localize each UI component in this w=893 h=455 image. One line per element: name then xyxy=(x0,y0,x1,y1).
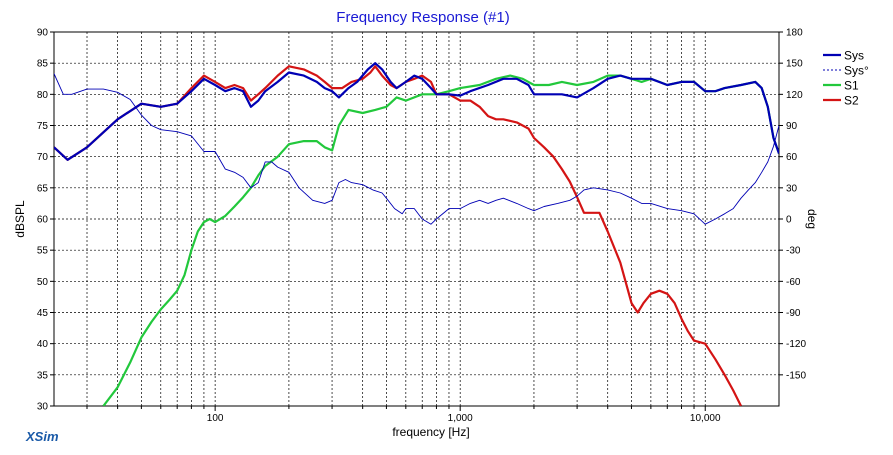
legend-label: S1 xyxy=(844,79,859,93)
y-tick-label: 65 xyxy=(37,183,49,194)
y2-tick-label: -60 xyxy=(786,277,801,288)
chart-title: Frequency Response (#1) xyxy=(336,9,509,26)
xsim-brand: XSim xyxy=(25,429,59,444)
y2-tick-label: 150 xyxy=(786,59,803,70)
legend-label: S2 xyxy=(844,94,859,108)
y2-tick-label: -120 xyxy=(786,339,806,350)
y2-tick-label: -90 xyxy=(786,308,801,319)
x-axis-ticks: 100 1,000 10,000 xyxy=(86,406,721,424)
y-tick-label: 55 xyxy=(37,246,49,257)
left-axis-ticks: 30 35 40 45 50 55 60 65 70 75 80 85 90 xyxy=(37,28,54,413)
y2-tick-label: -30 xyxy=(786,246,801,257)
x-axis-label: frequency [Hz] xyxy=(392,425,469,439)
y-tick-label: 60 xyxy=(37,215,49,226)
y-tick-label: 90 xyxy=(37,28,49,39)
y2-tick-label: 120 xyxy=(786,90,803,101)
x-tick-label: 1,000 xyxy=(448,413,473,424)
y2-tick-label: -150 xyxy=(786,370,806,381)
y-tick-label: 35 xyxy=(37,370,49,381)
y-axis-label: dBSPL xyxy=(13,200,27,238)
series-line-sys-phase xyxy=(54,73,779,225)
y2-tick-label: 30 xyxy=(786,183,798,194)
y-tick-label: 75 xyxy=(37,121,49,132)
x-tick-label: 10,000 xyxy=(690,413,721,424)
y-tick-label: 30 xyxy=(37,402,49,413)
legend-label: Sys xyxy=(844,49,864,63)
y2-tick-label: 60 xyxy=(786,152,798,163)
y2-tick-label: 0 xyxy=(786,215,792,226)
right-axis-ticks: -150 -120 -90 -60 -30 0 30 60 90 120 150 180 xyxy=(779,28,806,381)
x-tick-label: 100 xyxy=(207,413,224,424)
y2-tick-label: 180 xyxy=(786,28,803,39)
y-tick-label: 50 xyxy=(37,277,49,288)
y-tick-label: 40 xyxy=(37,339,49,350)
series-line-sys xyxy=(54,62,779,161)
y-tick-label: 45 xyxy=(37,308,49,319)
y-tick-label: 70 xyxy=(37,152,49,163)
grid xyxy=(54,32,779,406)
y-tick-label: 80 xyxy=(37,90,49,101)
y2-axis-label: deg xyxy=(805,209,819,229)
y2-tick-label: 90 xyxy=(786,121,798,132)
y-tick-label: 85 xyxy=(37,59,49,70)
legend-label: Sys° xyxy=(844,64,869,78)
series-layer xyxy=(54,62,779,406)
